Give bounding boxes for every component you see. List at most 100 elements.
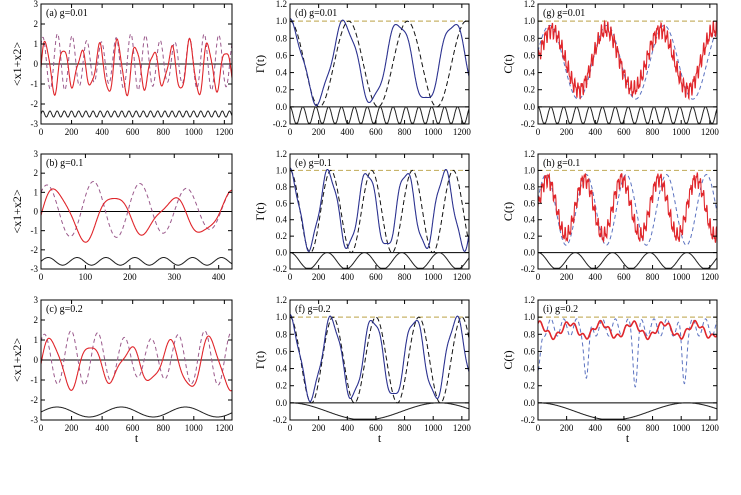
y-tick-label: -0.2	[273, 119, 287, 129]
x-tick-label: 800	[646, 272, 660, 282]
x-tick-label: 400	[589, 423, 603, 433]
x-tick-label: 200	[65, 423, 79, 433]
x-tick-label: 600	[126, 127, 140, 137]
y-tick-label: 0.0	[276, 248, 288, 258]
y-tick-label: 0.2	[524, 85, 535, 95]
x-tick-label: 200	[312, 272, 326, 282]
y-tick-label: 0.4	[524, 68, 536, 78]
panel-label-f: (f) g=0.2	[295, 304, 331, 315]
y-tick-label: 1.2	[276, 149, 287, 159]
y-tick-label: 0.0	[276, 102, 288, 112]
panel-i: 0 200 400 600 800 1000 1200 -0.2 0.0 0.2 0.4 0.6 0.8…	[501, 295, 719, 445]
x-tick-label: 0	[536, 272, 541, 282]
x-tick-label: 300	[168, 272, 182, 282]
y-axis-label-d: Γ(t)	[253, 55, 267, 73]
x-tick-label: 1000	[185, 127, 204, 137]
x-tick-label: 1200	[701, 127, 720, 137]
axes-frame-e	[289, 153, 470, 270]
y-tick-label: 0.4	[276, 68, 288, 78]
y-tick-label: 0.4	[524, 364, 536, 374]
y-tick-label: 3	[34, 149, 39, 159]
x-tick-label: 600	[617, 127, 631, 137]
y-tick-label: 3	[34, 295, 39, 305]
x-axis-label-f: t	[378, 431, 382, 445]
panel-label-d: (d) g=0.01	[295, 8, 337, 19]
y-axis-label-a: <x1+x2>	[10, 42, 24, 87]
x-tick-label: 0	[39, 423, 44, 433]
y-tick-label: 2	[34, 19, 39, 29]
x-tick-label: 0	[39, 127, 44, 137]
x-tick-label: 400	[95, 423, 109, 433]
y-tick-label: 3	[34, 0, 39, 9]
y-tick-label: 0.2	[276, 85, 287, 95]
x-tick-label: 1000	[424, 423, 443, 433]
y-tick-label: -3	[31, 119, 39, 129]
dashed-series-e	[290, 169, 469, 254]
dashed-series-c	[41, 330, 232, 386]
x-tick-label: 800	[646, 423, 660, 433]
x-tick-label: 1200	[215, 127, 234, 137]
x-tick-label: 1000	[424, 127, 443, 137]
axes-frame-g	[537, 3, 718, 125]
y-axis-label-h: C(t)	[501, 202, 515, 221]
y-axis-label-e: Γ(t)	[253, 202, 267, 220]
solid-series-e	[290, 167, 469, 252]
y-tick-label: 0.8	[276, 182, 288, 192]
dashed-series-i	[538, 318, 717, 388]
solid-series-d	[290, 18, 469, 107]
y-tick-label: 1.0	[276, 312, 288, 322]
panel-d: 0 200 400 600 800 1000 1200 -0.2 0.0 0.2 0.4 0.6 0.8…	[253, 0, 471, 137]
x-tick-label: 200	[560, 423, 574, 433]
x-tick-label: 1000	[672, 127, 691, 137]
y-tick-label: 0.6	[524, 346, 536, 356]
solid-series-h	[538, 172, 717, 244]
solid-series-b	[41, 188, 232, 243]
x-tick-label: 1200	[453, 127, 472, 137]
dashed-series-b	[41, 181, 232, 238]
x-tick-label: 600	[126, 423, 140, 433]
y-tick-label: 0	[34, 59, 39, 69]
x-tick-label: 1200	[701, 272, 720, 282]
plot-area-a	[41, 33, 232, 118]
panel-h: 0 200 400 600 800 1000 1200 -0.2 0.0 0.2 0.4 0.6 0.8…	[501, 149, 719, 282]
y-tick-label: 0.2	[524, 381, 535, 391]
drive-curve-e	[290, 252, 469, 269]
y-tick-label: 1.2	[524, 149, 535, 159]
x-tick-label: 0	[288, 423, 293, 433]
y-tick-label: -1	[31, 375, 39, 385]
solid-series-c	[41, 335, 232, 392]
y-tick-label: 0.4	[276, 215, 288, 225]
plot-area-g	[538, 19, 717, 124]
dashed-series-d	[290, 20, 469, 108]
x-tick-label: 1200	[215, 423, 234, 433]
panel-label-e: (e) g=0.1	[295, 158, 332, 169]
x-tick-label: 600	[369, 423, 383, 433]
y-tick-label: 0.8	[276, 329, 288, 339]
x-tick-label: 0	[39, 272, 44, 282]
solid-series-g	[538, 19, 717, 101]
y-tick-label: -2	[31, 99, 39, 109]
drive-curve-g	[538, 106, 717, 124]
x-tick-label: 800	[156, 423, 170, 433]
x-tick-label: 200	[312, 127, 326, 137]
plot-area-i	[538, 316, 717, 420]
panel-label-a: (a) g=0.01	[46, 8, 88, 19]
plot-area-f	[290, 314, 469, 420]
plot-area-e	[290, 167, 469, 269]
solid-series-f	[290, 314, 469, 403]
y-tick-label: 0.8	[524, 33, 536, 43]
drive-curve-d	[290, 106, 469, 124]
panel-f: 0 200 400 600 800 1000 1200 -0.2 0.0 0.2 0.4 0.6 0.8…	[253, 295, 471, 445]
y-tick-label: 0.2	[276, 231, 287, 241]
dashed-series-a	[41, 33, 232, 91]
y-tick-label: 1.0	[524, 165, 536, 175]
y-tick-label: -0.2	[273, 415, 287, 425]
y-tick-label: 0.8	[524, 329, 536, 339]
x-tick-label: 0	[536, 127, 541, 137]
y-axis-label-f: Γ(t)	[253, 351, 267, 369]
x-tick-label: 200	[123, 272, 137, 282]
y-tick-label: 0.6	[276, 50, 288, 60]
plot-area-h	[538, 169, 717, 269]
y-tick-label: -3	[31, 264, 39, 274]
x-tick-label: 0	[288, 272, 293, 282]
